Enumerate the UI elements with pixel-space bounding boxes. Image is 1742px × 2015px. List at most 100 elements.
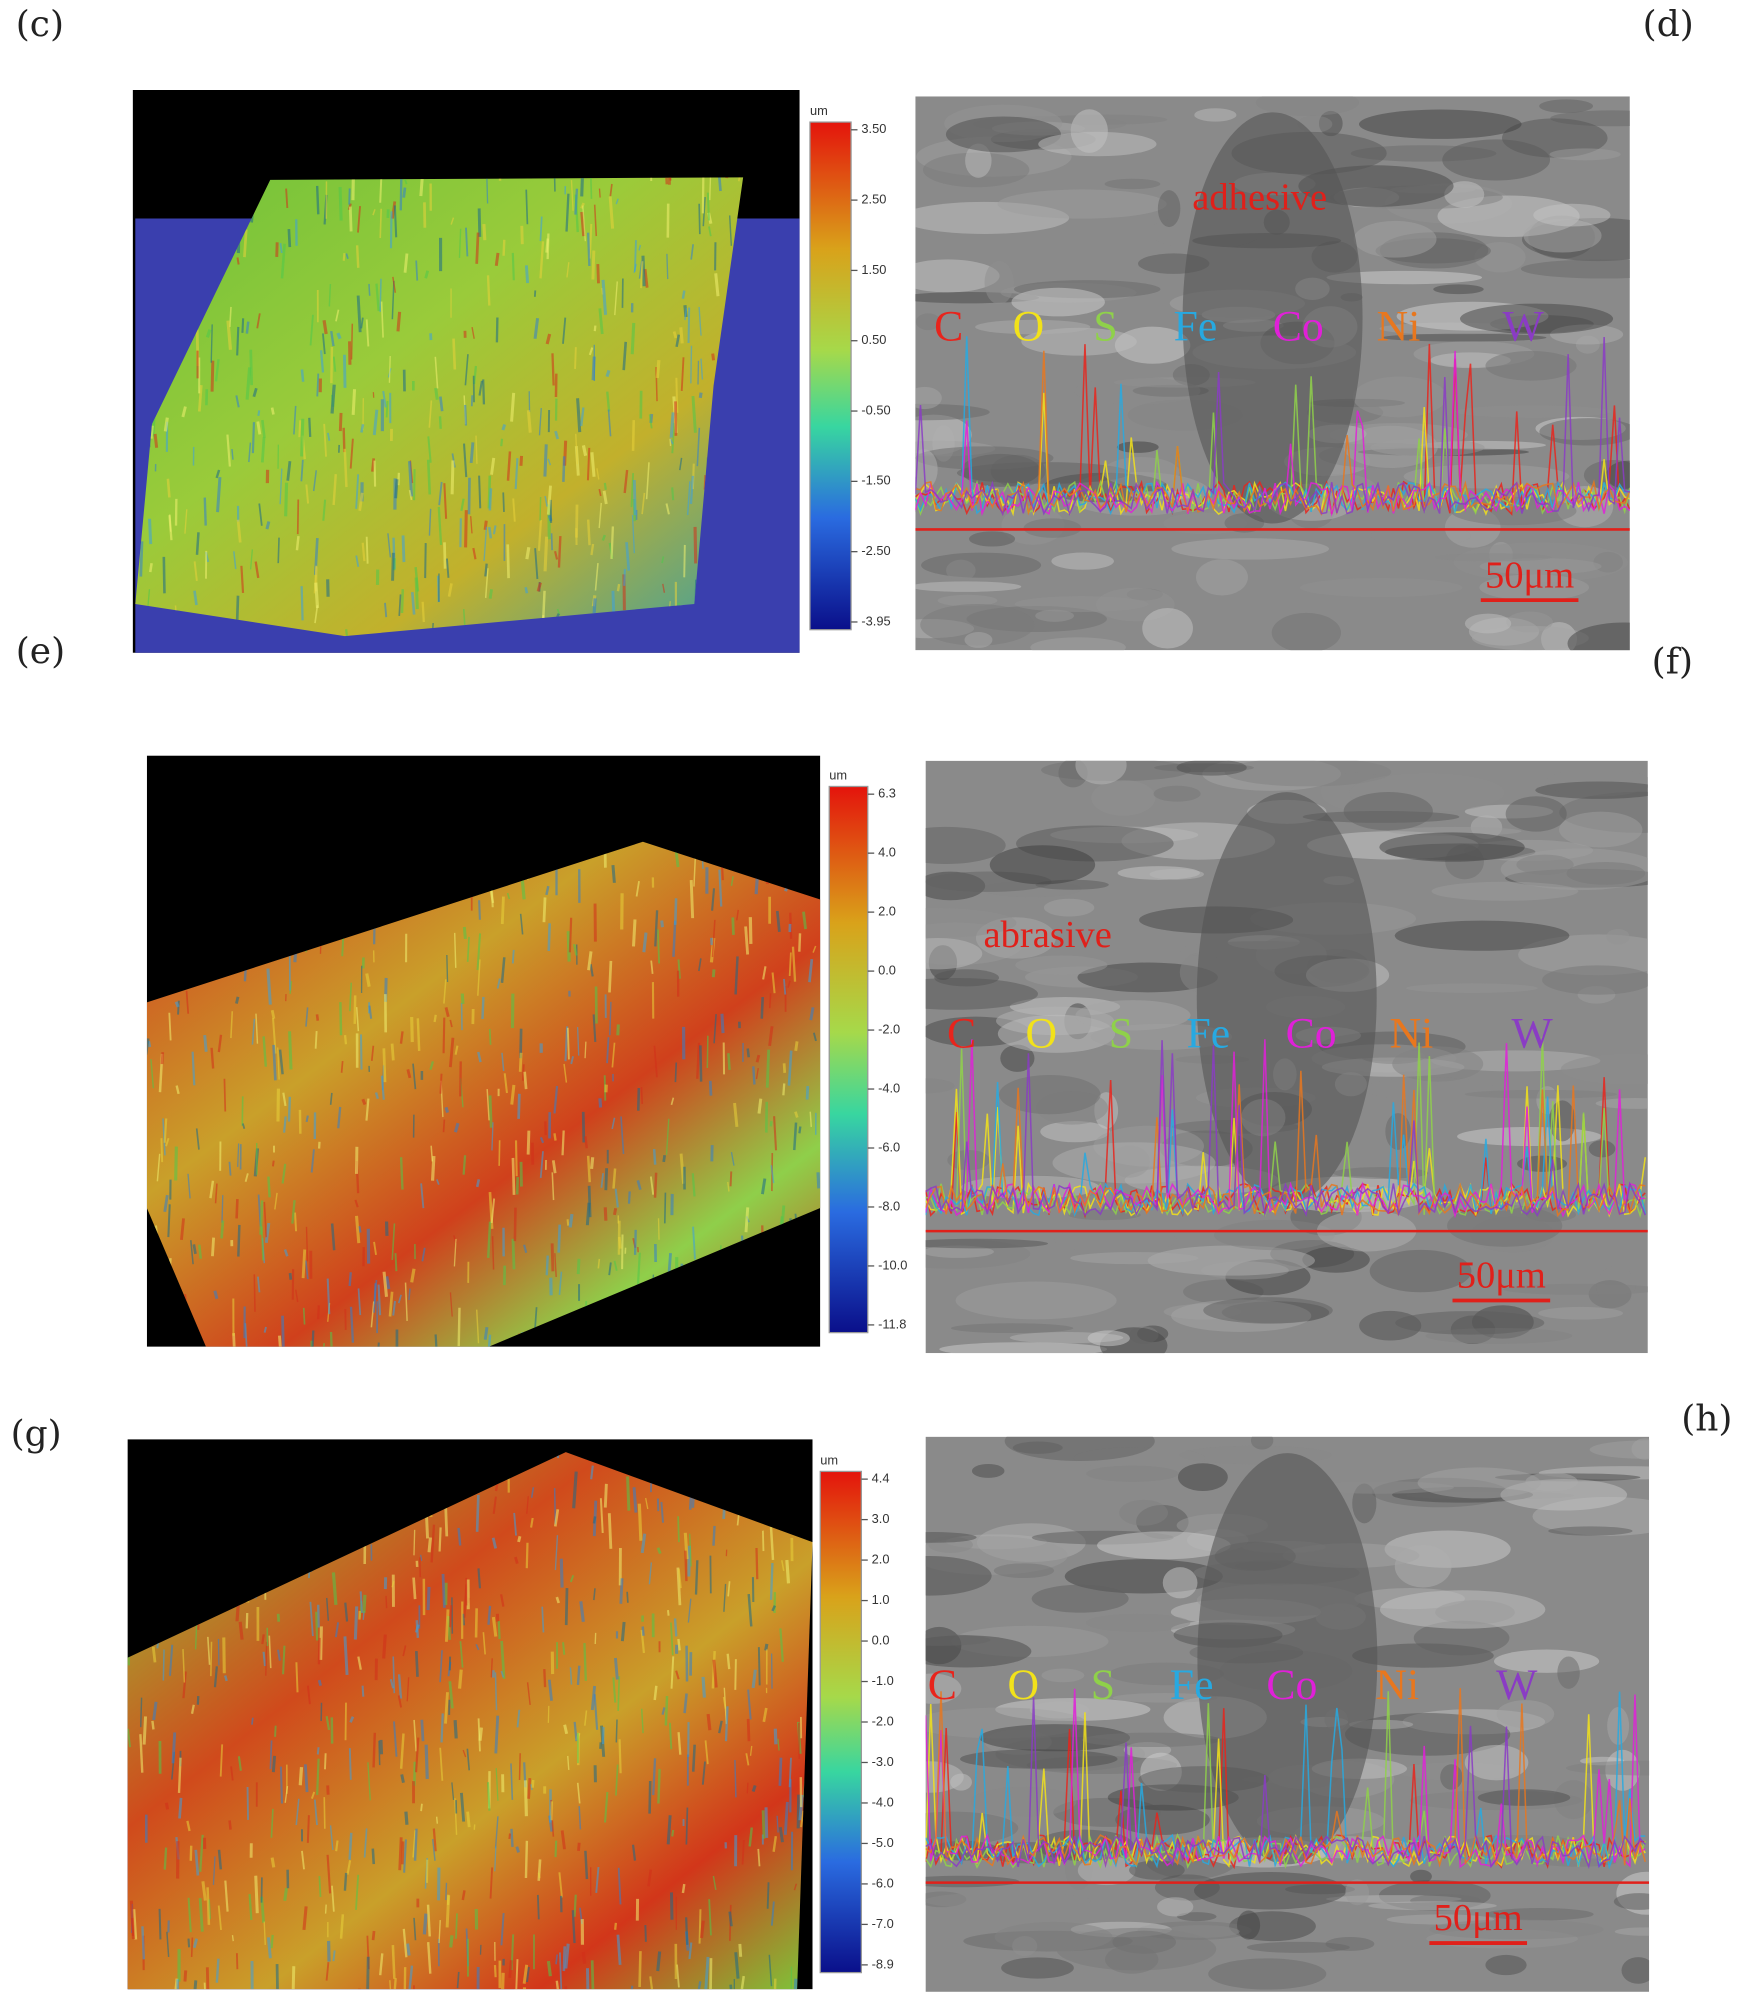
texture: [920, 603, 1035, 646]
texture: [1040, 1121, 1110, 1143]
ridge: [391, 1580, 395, 1588]
ridge: [691, 395, 697, 433]
ridge: [677, 1516, 680, 1543]
ridge: [773, 1728, 778, 1745]
ridge: [265, 521, 271, 530]
ridge: [443, 979, 447, 1004]
ridge: [398, 594, 402, 616]
ridge: [456, 1971, 460, 1989]
ridge: [572, 943, 578, 956]
ridge: [488, 589, 493, 599]
ridge: [348, 206, 353, 232]
texture: [1595, 1097, 1648, 1109]
ridge: [488, 1095, 493, 1128]
ridge: [470, 516, 473, 534]
ridge: [614, 1657, 619, 1680]
texture: [979, 1724, 1131, 1752]
ridge: [332, 1950, 336, 1962]
ridge: [402, 1928, 408, 1958]
ridge: [640, 1533, 647, 1554]
ridge: [669, 412, 675, 438]
ridge: [640, 261, 644, 289]
texture: [1464, 613, 1512, 634]
ridge: [625, 542, 631, 571]
ridge: [622, 341, 628, 371]
ridge: [510, 1084, 516, 1105]
ridge: [439, 1650, 443, 1683]
texture: [1325, 1936, 1375, 1951]
ridge: [182, 1671, 187, 1699]
ridge: [270, 407, 275, 415]
ridge: [262, 1036, 268, 1067]
texture: [1566, 861, 1646, 885]
ridge: [620, 1116, 625, 1154]
ridge: [295, 1289, 299, 1303]
ridge: [566, 1027, 570, 1060]
ridge: [385, 400, 389, 418]
ridge: [586, 519, 591, 546]
texture: [1394, 920, 1570, 951]
ridge: [451, 1782, 455, 1800]
image: [127, 1439, 813, 1990]
texture: [1379, 832, 1525, 862]
ridge: [382, 1271, 389, 1297]
ridge: [648, 1780, 652, 1814]
colorbar-tick-label: -10.0: [878, 1257, 907, 1272]
ridge: [776, 1815, 779, 1833]
texture: [1471, 625, 1589, 651]
ridge: [489, 1867, 494, 1899]
ridge: [300, 586, 304, 621]
ridge: [400, 1774, 405, 1783]
ridge: [688, 1942, 693, 1960]
ridge: [269, 1740, 273, 1770]
ridge: [598, 502, 602, 529]
ridge: [690, 345, 693, 384]
ridge: [132, 1909, 138, 1940]
texture: [1074, 377, 1201, 405]
ridge: [393, 205, 398, 238]
ridge: [441, 1573, 446, 1608]
element-label: Fe: [1170, 1661, 1214, 1709]
ridge: [401, 1841, 405, 1865]
texture: [997, 189, 1167, 219]
ridge: [458, 228, 462, 258]
topography-panel: um 6.3 4.0 2.0 0.0 -2.0 -4.0 -6.0 -8.0 -10.0 -11.8: [146, 755, 907, 1347]
ridge: [685, 1807, 689, 1845]
ridge: [607, 409, 612, 437]
ridge: [263, 1921, 266, 1945]
ridge: [661, 556, 665, 564]
ridge: [515, 1846, 520, 1853]
ridge: [604, 1168, 609, 1191]
ridge: [226, 320, 233, 350]
texture: [1086, 1465, 1179, 1482]
ridge: [397, 1695, 403, 1708]
ridge: [519, 455, 524, 466]
linescan-trace: [925, 1070, 1646, 1218]
ridge: [671, 422, 676, 454]
ridge: [530, 1487, 535, 1498]
ridge: [162, 1649, 165, 1681]
ridge: [193, 590, 198, 606]
ridge: [793, 1122, 798, 1151]
ridge: [375, 1342, 380, 1347]
ridge: [399, 1157, 404, 1190]
ridge: [736, 1346, 740, 1347]
ridge: [434, 387, 439, 400]
colorbar: [809, 121, 852, 631]
ridge: [670, 1656, 675, 1689]
ridge: [600, 1173, 604, 1188]
ridge: [172, 1344, 177, 1347]
ridge: [497, 1621, 501, 1640]
texture: [1343, 791, 1433, 831]
ridge: [163, 1847, 168, 1870]
ridge: [242, 1123, 246, 1129]
ridge: [444, 1007, 450, 1018]
ridge: [392, 1656, 396, 1694]
ridge: [175, 1085, 180, 1095]
ridge: [778, 1826, 784, 1843]
colorbar-tick-label: 6.3: [878, 786, 896, 801]
ridge: [252, 387, 258, 398]
ridge: [357, 206, 361, 233]
texture: [1333, 1167, 1429, 1179]
texture: [1548, 1526, 1633, 1536]
